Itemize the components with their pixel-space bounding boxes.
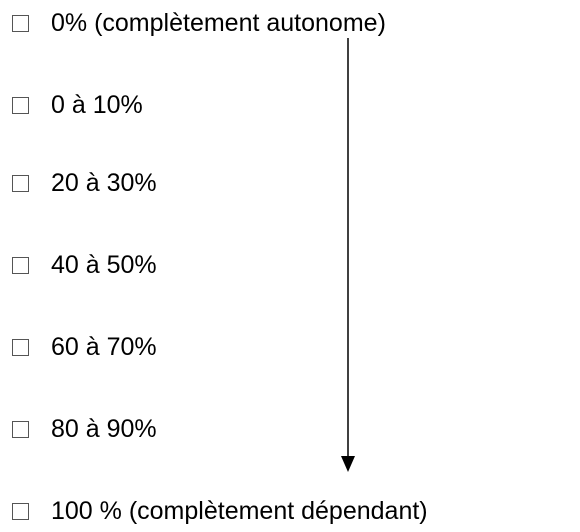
option[interactable]: 40 à 50% (12, 245, 157, 285)
checkbox[interactable] (12, 338, 29, 356)
option[interactable]: 80 à 90% (12, 409, 157, 449)
option-label: 100 % (complètement dépendant) (51, 496, 428, 525)
option[interactable]: 0 à 10% (12, 85, 143, 125)
checkbox[interactable] (12, 502, 29, 520)
checkbox[interactable] (12, 174, 29, 192)
option-label: 60 à 70% (51, 332, 157, 361)
option-label: 20 à 30% (51, 168, 157, 197)
option-label: 0 à 10% (51, 90, 143, 119)
option-label: 0% (complètement autonome) (51, 8, 386, 37)
option[interactable]: 0% (complètement autonome) (12, 3, 386, 43)
checkbox[interactable] (12, 96, 29, 114)
checkbox[interactable] (12, 14, 29, 32)
option[interactable]: 100 % (complètement dépendant) (12, 491, 428, 531)
option[interactable]: 60 à 70% (12, 327, 157, 367)
checkbox[interactable] (12, 256, 29, 274)
checkbox[interactable] (12, 420, 29, 438)
option-label: 40 à 50% (51, 250, 157, 279)
option[interactable]: 20 à 30% (12, 163, 157, 203)
arrow-head (341, 456, 355, 472)
option-label: 80 à 90% (51, 414, 157, 443)
